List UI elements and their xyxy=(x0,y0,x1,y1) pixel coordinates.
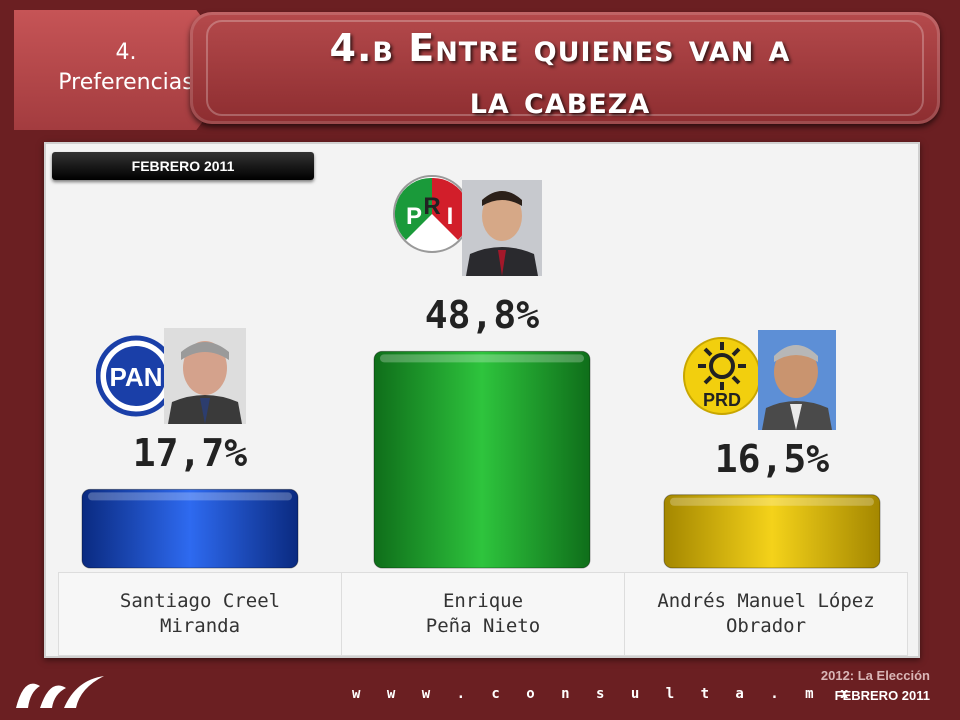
prd-logo-icon: PRD xyxy=(683,330,836,430)
section-number: 4. xyxy=(115,40,137,65)
candidate-name-line: Santiago Creel xyxy=(119,590,281,612)
title-line-2: la cabeza xyxy=(469,78,651,122)
candidate-name-cell-prd: Andrés Manuel López Obrador xyxy=(625,573,907,655)
candidate-name-cell-pan: Santiago Creel Miranda xyxy=(59,573,342,655)
candidate-name-line: Andrés Manuel López xyxy=(657,590,875,612)
title-line-1: 4.b Entre quienes van a xyxy=(329,26,791,70)
section-label: Preferencias xyxy=(58,70,194,95)
footer-brand: 2012: La Elección FEBRERO 2011 xyxy=(821,666,930,706)
bar-pri-highlight xyxy=(380,354,584,363)
consulta-logo-icon xyxy=(16,676,104,708)
pri-candidate-graphic: P R I xyxy=(392,170,544,282)
svg-text:PAN: PAN xyxy=(110,362,163,392)
section-tag-text: 4. Preferencias xyxy=(28,38,224,98)
title-banner: 4.b Entre quienes van a la cabeza xyxy=(190,12,940,124)
title-banner-inner xyxy=(206,20,924,116)
candidate-names-table: Santiago Creel Miranda Enrique Peña Niet… xyxy=(58,572,908,656)
candidate-name-line: Peña Nieto xyxy=(425,615,541,637)
pri-logo-icon: P R I xyxy=(393,175,542,276)
prd-candidate-graphic: PRD xyxy=(682,330,838,438)
chart-panel: FEBRERO 2011 PAN P R I xyxy=(44,142,920,658)
pan-logo-icon: PAN xyxy=(95,328,246,424)
value-label-pan: 17,7% xyxy=(132,431,248,476)
candidate-name-line: Enrique xyxy=(442,590,524,612)
date-label: FEBRERO 2011 xyxy=(52,152,314,180)
bar-pri xyxy=(373,350,591,569)
footer-brand-line-2: FEBRERO 2011 xyxy=(834,688,930,703)
bar-chart xyxy=(81,350,881,569)
svg-text:PRD: PRD xyxy=(703,390,741,410)
pan-candidate-graphic: PAN xyxy=(95,326,248,430)
bar-pan-highlight xyxy=(88,492,292,501)
candidate-name-line: Obrador xyxy=(725,615,807,637)
svg-text:P: P xyxy=(406,203,422,230)
footer-url: w w w . c o n s u l t a . m x xyxy=(352,686,858,702)
bar-prd xyxy=(663,494,881,569)
footer-brand-line-1: 2012: La Elección xyxy=(820,668,930,683)
candidate-name-line: Miranda xyxy=(159,615,241,637)
svg-text:I: I xyxy=(447,203,454,230)
value-label-pri: 48,8% xyxy=(424,293,540,338)
svg-text:R: R xyxy=(423,193,440,220)
value-label-prd: 16,5% xyxy=(714,436,830,481)
candidate-name-cell-pri: Enrique Peña Nieto xyxy=(342,573,625,655)
bar-pan xyxy=(81,488,299,569)
page-title: 4.b Entre quienes van a la cabeza xyxy=(250,22,870,126)
bar-prd-highlight xyxy=(670,497,874,506)
